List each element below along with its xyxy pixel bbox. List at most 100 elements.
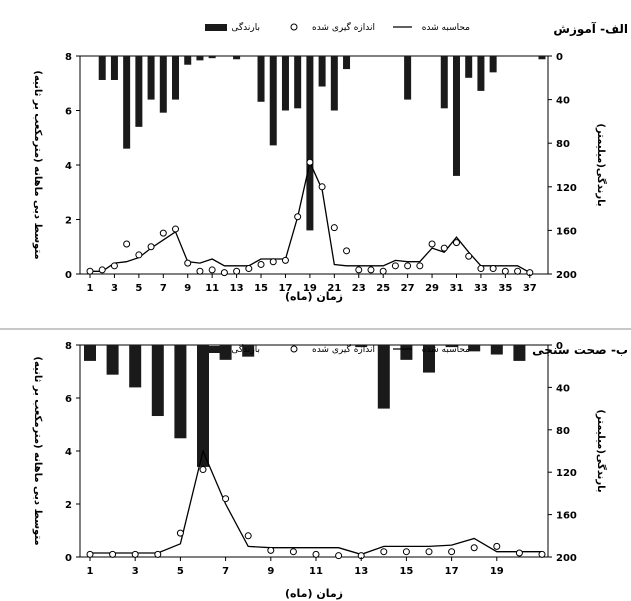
valid-panel-title: ب- صحت سنجی [532, 343, 628, 357]
valid-xtick-label: 15 [399, 566, 413, 577]
train-measured-point [245, 265, 253, 273]
valid-measured-point [244, 532, 252, 540]
train-measured-point [294, 213, 302, 221]
train-y2tick-label: 0 [556, 52, 563, 63]
valid-xtick-label: 11 [309, 566, 323, 577]
train-xtick-label: 21 [327, 283, 341, 294]
train-measured-point [86, 267, 94, 275]
valid-ytick-label: 4 [65, 447, 72, 458]
train-panel-title: الف- آموزش [553, 21, 628, 37]
train-rain-bar [98, 56, 106, 80]
valid-xtick-label: 19 [490, 566, 504, 577]
valid-measured-point [335, 552, 343, 560]
valid-xtick-label: 9 [267, 566, 274, 577]
train-rain-bar [184, 56, 192, 65]
valid-rain-bar [174, 345, 187, 439]
valid-measured-point [154, 550, 162, 558]
train-measured-point [343, 247, 351, 255]
train-xtick-label: 9 [184, 283, 191, 294]
train-legend-rainfall: بارندگی [231, 21, 260, 33]
train-y2tick-label: 160 [556, 226, 577, 237]
valid-rain-bar [355, 345, 368, 348]
train-measured-point [404, 262, 412, 270]
valid-plot-frame [79, 344, 549, 558]
valid-y2tick-label: 200 [556, 553, 577, 564]
train-measured-point [501, 267, 509, 275]
train-measured-point [477, 265, 485, 273]
train-x-axis-label: زمان (ماه) [285, 290, 343, 303]
train-xtick-label: 5 [135, 283, 142, 294]
valid-measured-point [515, 549, 523, 557]
train-xtick-label: 3 [111, 283, 118, 294]
train-measured-point [318, 183, 326, 191]
train-rain-bar [465, 56, 473, 78]
train-measured-point [159, 229, 167, 237]
train-measured-point [514, 267, 522, 275]
train-measured-point [257, 260, 265, 268]
valid-legend-bar-swatch [205, 346, 227, 353]
valid-rain-bar [242, 345, 255, 357]
train-rain-bar [233, 56, 241, 60]
valid-rain-bar [400, 345, 413, 360]
valid-measured-point [131, 550, 139, 558]
valid-rain-bar [445, 345, 458, 348]
valid-ytick-label: 6 [65, 394, 72, 405]
valid-xtick-label: 7 [222, 566, 229, 577]
train-rain-bar [281, 56, 289, 111]
valid-legend-circle-swatch [290, 345, 298, 353]
train-y2tick-label: 120 [556, 183, 577, 194]
train-measured-point [233, 267, 241, 275]
train-xtick-label: 11 [205, 283, 219, 294]
valid-measured-point [448, 548, 456, 556]
valid-y2tick-label: 120 [556, 468, 577, 479]
train-measured-point [452, 239, 460, 247]
train-rain-bar [440, 56, 448, 109]
valid-y-axis-label: متوسط دبی ماهانه (مترمکعب بر ثانیه) [32, 356, 43, 545]
valid-measured-point [289, 548, 297, 556]
train-measured-point [281, 256, 289, 264]
train-measured-point [196, 267, 204, 275]
valid-y2tick-label: 40 [556, 383, 570, 394]
valid-rain-bar [197, 345, 209, 467]
valid-rain-bar [129, 345, 142, 388]
valid-legend-rainfall: بارندگی [231, 343, 260, 355]
train-xtick-label: 7 [160, 283, 167, 294]
train-xtick-label: 1 [87, 283, 94, 294]
train-legend-measured: اندازه گیری شده [312, 21, 375, 33]
train-measured-point [428, 240, 436, 248]
train-rain-bar [538, 56, 546, 60]
train-xtick-label: 25 [376, 283, 390, 294]
train-measured-point [110, 262, 118, 270]
train-measured-point [379, 267, 387, 275]
valid-measured-point [380, 548, 388, 556]
valid-measured-point [493, 542, 501, 550]
train-measured-point [184, 259, 192, 267]
valid-ytick-label: 8 [65, 341, 72, 352]
train-xtick-label: 19 [303, 283, 317, 294]
valid-rain-bar [106, 345, 119, 375]
valid-measured-point [176, 529, 184, 537]
train-xtick-label: 31 [450, 283, 464, 294]
train-measured-point [330, 224, 338, 232]
train-measured-point [172, 225, 180, 233]
train-rain-bar [123, 56, 131, 149]
valid-measured-point [199, 466, 207, 474]
train-rain-bar [318, 56, 326, 87]
valid-computed-line [90, 448, 542, 556]
train-rain-bar [330, 56, 338, 111]
train-rain-bar [110, 56, 118, 80]
train-measured-point [355, 266, 363, 274]
train-y-axis-label: متوسط دبی ماهانه (مترمکعب بر ثانیه) [32, 70, 43, 259]
valid-xtick-label: 3 [132, 566, 139, 577]
valid-measured-point [538, 550, 546, 558]
train-y2-axis-label: بارندگی(میلیمتر) [595, 123, 608, 206]
valid-rain-bar [513, 345, 526, 361]
train-legend-bar-swatch [205, 24, 227, 31]
train-y2tick-label: 40 [556, 96, 570, 107]
train-measured-point [208, 266, 216, 274]
train-measured-point [416, 262, 424, 270]
train-rain-bar [404, 56, 412, 100]
train-rain-bar [306, 56, 314, 231]
valid-rain-bar [84, 345, 96, 361]
